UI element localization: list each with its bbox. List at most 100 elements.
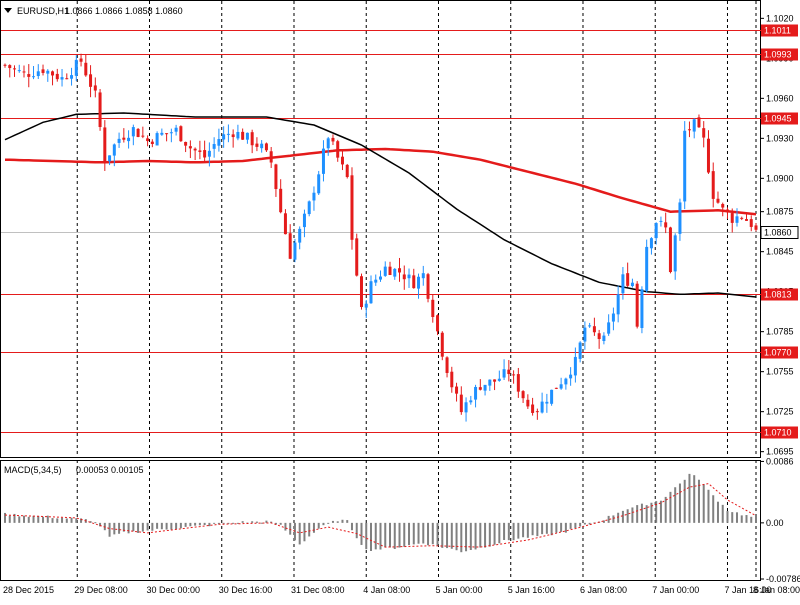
macd-histogram-bar [336,521,339,523]
macd-histogram-bar [308,522,311,537]
bearish-candle [455,386,459,394]
bullish-candle [317,174,321,194]
macd-histogram-bar [755,516,757,523]
macd-histogram-bar [303,522,306,542]
macd-histogram-bar [474,522,477,550]
macd-histogram-bar [346,520,349,523]
macd-histogram-bar [617,512,620,523]
bullish-candle [60,77,64,80]
bullish-candle [131,127,135,137]
bullish-candle [217,139,221,146]
macd-histogram-bar [431,522,434,545]
bearish-candle [592,326,596,333]
macd-histogram-bar [289,522,292,535]
macd-histogram-bar [217,522,220,525]
bearish-candle [41,69,45,73]
macd-histogram-bar [735,512,738,523]
macd-histogram-bar [441,522,444,548]
bullish-candle [112,144,116,156]
fast-moving-average-line [4,112,757,298]
macd-histogram-bar [42,516,45,523]
bearish-candle [150,141,154,145]
macd-histogram-bar [327,522,330,524]
symbol-label: EURUSD,H1 [17,6,69,16]
bullish-candle [678,202,682,234]
macd-histogram-bar [189,522,192,527]
macd-histogram-bar [132,522,135,532]
bearish-candle [264,143,268,151]
macd-histogram-bar [626,509,629,523]
level-price-label: 1.1011 [764,26,791,36]
macd-histogram-bar [659,500,662,523]
macd-histogram-bar [241,521,244,523]
y-tick-label: 1.0900 [766,173,794,183]
macd-histogram-bar [23,515,26,523]
level-price-tag [761,346,798,359]
bearish-candle [626,273,630,286]
macd-histogram-bar [555,522,558,533]
bullish-candle [212,144,216,149]
macd-histogram-bar [707,489,710,523]
bullish-candle [464,402,468,413]
macd-histogram-bar [493,522,496,545]
bearish-candle [13,68,17,70]
bearish-candle [255,143,259,147]
bearish-candle [241,131,245,140]
macd-histogram-bar [360,522,363,545]
bullish-candle [260,143,264,149]
bearish-candle [554,387,558,389]
bullish-candle [226,133,230,135]
macd-histogram-bar [208,522,211,527]
bullish-candle [692,119,696,132]
macd-histogram-bar [165,522,168,530]
macd-histogram-bar [531,522,534,536]
macd-histogram-bar [607,515,610,523]
bearish-candle [388,266,392,275]
macd-histogram-bar [156,522,159,529]
level-price-label: 1.0813 [764,290,792,300]
macd-histogram-bar [650,502,653,523]
price-pane[interactable] [0,0,761,458]
macd-histogram-bar [427,522,430,546]
level-price-label: 1.0993 [764,50,792,60]
macd-histogram-bar [322,522,325,526]
macd-histogram-bar [550,522,553,536]
x-tick-label: 4 Jan 08:00 [363,585,410,595]
level-price-label: 1.0945 [764,114,792,124]
bullish-candle [369,281,373,304]
macd-histogram-bar [4,512,6,523]
macd-histogram-bar [740,515,743,523]
y-tick-label: 1.0930 [766,133,794,143]
bearish-candle [103,127,107,164]
bearish-candle [345,164,349,178]
macd-histogram-bar [65,518,68,523]
bullish-candle [364,303,368,308]
bearish-candle [687,129,691,131]
macd-histogram-bar [712,495,715,523]
macd-histogram-bar [312,522,315,533]
bullish-candle [421,273,425,279]
ohlc-readout: 1.0866 1.0866 1.0858 1.0860 [65,6,183,16]
macd-histogram-bar [541,522,544,535]
macd-histogram-bar [151,522,154,531]
macd-pane[interactable] [0,460,761,581]
bearish-candle [412,275,416,289]
symbol-dropdown-icon[interactable] [4,8,12,13]
macd-histogram-bar [579,522,582,527]
macd-histogram-bar [636,505,639,523]
bearish-candle [89,74,93,87]
slow-moving-average-line [4,147,757,216]
bullish-candle [374,279,378,283]
bearish-candle [98,92,102,128]
macd-histogram-bar [545,522,548,534]
macd-histogram-bar [669,491,672,523]
macd-histogram-bar [403,522,406,547]
bearish-candle [512,374,516,376]
bearish-candle [749,219,753,227]
bullish-candle [474,386,478,400]
macd-histogram-bar [184,522,187,527]
macd-histogram-bar [298,522,301,545]
bearish-candle [516,374,520,392]
level-price-tag [761,288,798,301]
